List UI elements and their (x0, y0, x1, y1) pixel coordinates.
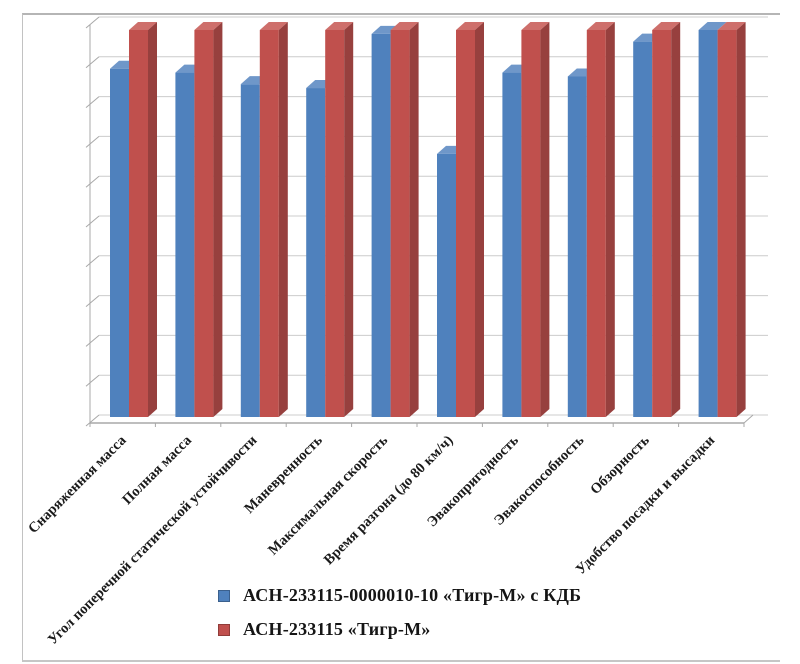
legend-label-series2: АСН-233115 «Тигр-М» (243, 619, 431, 639)
bar-top-face (325, 22, 354, 30)
bar-side-face (475, 22, 484, 417)
bar-top-face (717, 22, 746, 30)
bar-series1-4 (371, 33, 391, 418)
bar-series2-4 (390, 30, 410, 417)
bar-series1-0 (110, 68, 129, 417)
bar-series2-2 (259, 30, 279, 417)
legend-swatch-blue-icon (218, 589, 230, 602)
bar-side-face (344, 22, 354, 417)
bar-series1-7 (567, 76, 587, 417)
y-axis-tick (85, 16, 100, 29)
legend-item-series2: АСН-233115 «Тигр-М» (218, 619, 581, 640)
x-axis-label-0: Снаряженная масса (25, 432, 130, 537)
x-axis-label-4: Максимальная скорость (265, 432, 391, 558)
legend-swatch-red-icon (218, 623, 230, 636)
bar-series2-1 (194, 30, 214, 417)
y-axis-tick (85, 255, 100, 268)
y-axis-tick (85, 335, 100, 347)
figure-frame (22, 13, 780, 662)
bar-series2-6 (521, 30, 541, 417)
x-axis-label-8: Обзорность (587, 432, 653, 498)
bar-series1-5 (437, 153, 456, 417)
legend-item-series1: АСН-233115-0000010-10 «Тигр-М» с КДБ (218, 585, 581, 606)
bar-series2-7 (586, 30, 606, 417)
y-axis-tick (85, 374, 100, 387)
chart-legend: АСН-233115-0000010-10 «Тигр-М» с КДБ АСН… (218, 585, 581, 640)
bar-side-face (409, 22, 419, 417)
bar-top-face (129, 22, 157, 30)
bar-series2-9 (717, 30, 737, 417)
bar-side-face (671, 22, 681, 417)
bar-side-face (736, 22, 746, 417)
bar-side-face (605, 22, 615, 417)
bar-side-face (148, 22, 157, 417)
bar-series1-2 (240, 84, 260, 418)
bar-top-face (521, 22, 550, 30)
bar-top-face (194, 22, 223, 30)
bar-series2-0 (129, 30, 148, 417)
bar-top-face (456, 22, 484, 30)
bar-series1-9 (698, 30, 718, 417)
bar-top-face (586, 22, 615, 30)
y-axis-tick (85, 56, 100, 69)
y-axis-tick (85, 414, 100, 427)
legend-label-series1: АСН-233115-0000010-10 «Тигр-М» с КДБ (243, 585, 582, 605)
floor-right-edge (743, 414, 754, 424)
y-axis-tick (85, 295, 100, 307)
bar-top-face (390, 22, 419, 30)
bar-side-face (213, 22, 223, 417)
bar-series2-3 (325, 30, 345, 417)
bar-side-face (278, 22, 288, 417)
bar-top-face (652, 22, 681, 30)
bar-series2-8 (652, 30, 672, 417)
x-axis-label-5: Время разгона (до 80 км/ч) (321, 432, 457, 568)
bar-series1-1 (175, 72, 195, 417)
y-axis-tick (85, 96, 100, 108)
bar-top-face (259, 22, 288, 30)
y-axis-tick (85, 136, 100, 148)
bar-series1-3 (306, 88, 326, 418)
bar-side-face (540, 22, 550, 417)
bar-top-face (698, 22, 727, 30)
bar-series1-8 (633, 41, 653, 418)
y-axis-tick (85, 175, 100, 188)
bar-series1-6 (502, 72, 522, 417)
x-axis-label-9: Удобство посадки и высадки (573, 433, 718, 578)
y-axis-tick (85, 215, 100, 228)
bar-series2-5 (456, 30, 475, 417)
